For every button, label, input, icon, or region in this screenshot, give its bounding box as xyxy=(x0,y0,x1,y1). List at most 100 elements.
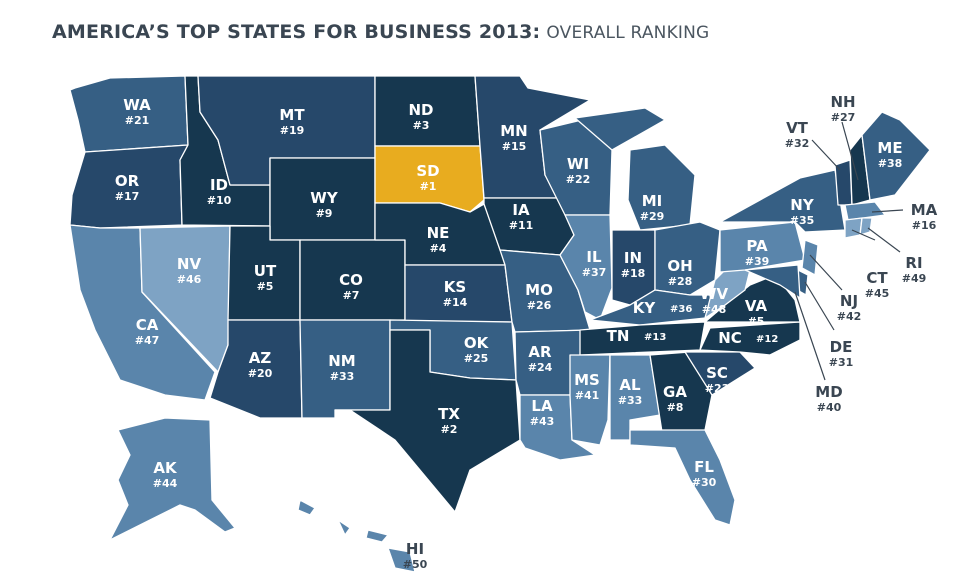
state-me[interactable] xyxy=(861,111,931,201)
state-rank-mo: #26 xyxy=(527,299,552,312)
state-nc[interactable] xyxy=(699,321,801,356)
state-abbr-hi: HI xyxy=(406,540,424,558)
state-rank-md: #40 xyxy=(817,401,842,414)
state-tn[interactable] xyxy=(579,321,706,356)
state-ma[interactable] xyxy=(844,201,886,221)
state-rank-il: #37 xyxy=(582,266,607,279)
state-rank-nm: #33 xyxy=(330,370,355,383)
leader-lines xyxy=(794,121,904,381)
state-rank-nd: #3 xyxy=(413,119,430,132)
state-label-ga: GA#8 xyxy=(663,383,687,414)
state-label-va: VA#5 xyxy=(745,297,768,328)
state-label-tx: TX#2 xyxy=(438,405,460,436)
state-ga[interactable] xyxy=(649,351,713,433)
state-abbr-ma: MA xyxy=(911,201,938,219)
state-rank-ma: #16 xyxy=(912,219,937,232)
state-abbr-nd: ND xyxy=(408,101,433,119)
state-abbr-de: DE xyxy=(830,338,853,356)
leader-md xyxy=(794,291,826,381)
state-label-nv: NV#46 xyxy=(177,255,202,286)
state-rank-nv: #46 xyxy=(177,273,202,286)
state-label-az: AZ#20 xyxy=(248,349,273,380)
state-label-mo: MO#26 xyxy=(525,281,553,312)
state-label-wv: WV#48 xyxy=(700,285,729,316)
state-label-me: ME#38 xyxy=(877,139,902,170)
state-rank-hi: #50 xyxy=(403,558,428,571)
leader-vt xyxy=(811,139,841,171)
state-abbr-sc: SC xyxy=(706,364,728,382)
state-abbr-al: AL xyxy=(619,376,641,394)
state-rank-ar: #24 xyxy=(528,361,553,374)
state-rank-mi: #29 xyxy=(640,210,665,223)
state-ri[interactable] xyxy=(859,217,873,236)
state-rank-ri: #49 xyxy=(902,272,927,285)
state-abbr-in: IN xyxy=(624,249,642,267)
state-abbr-tn: TN xyxy=(607,327,630,345)
state-rank-ca: #47 xyxy=(135,334,160,347)
state-ky[interactable] xyxy=(589,289,716,326)
state-pa[interactable] xyxy=(719,221,806,273)
state-label-sc: SC#23 xyxy=(705,364,730,395)
state-rank-nh: #27 xyxy=(831,111,856,124)
state-label-hi: HI#50 xyxy=(403,540,428,571)
state-abbr-ia: IA xyxy=(512,201,530,219)
state-abbr-nm: NM xyxy=(328,352,355,370)
state-label-oh: OH#28 xyxy=(667,257,692,288)
state-sc[interactable] xyxy=(684,351,756,396)
state-rank-sc: #23 xyxy=(705,382,730,395)
state-abbr-il: IL xyxy=(586,248,602,266)
state-label-wi: WI#22 xyxy=(566,155,591,186)
state-label-ca: CA#47 xyxy=(135,316,160,347)
state-ak[interactable] xyxy=(109,417,236,541)
state-ca[interactable] xyxy=(69,224,216,401)
state-abbr-co: CO xyxy=(339,271,363,289)
state-abbr-ut: UT xyxy=(254,262,277,280)
state-abbr-ny: NY xyxy=(790,196,815,214)
state-tx[interactable] xyxy=(334,329,521,513)
state-rank-ms: #41 xyxy=(575,389,600,402)
state-label-fl: FL#30 xyxy=(692,458,717,489)
state-abbr-oh: OH xyxy=(667,257,692,275)
state-rank-or: #17 xyxy=(115,190,140,203)
state-rank-ct: #45 xyxy=(865,287,890,300)
state-rank-al: #33 xyxy=(618,394,643,407)
state-label-ak: AK#44 xyxy=(153,459,178,490)
state-hi[interactable] xyxy=(297,499,416,573)
state-abbr-sd: SD xyxy=(416,162,439,180)
state-abbr-tx: TX xyxy=(438,405,460,423)
state-label-nh: NH#27 xyxy=(830,93,855,124)
state-rank-ak: #44 xyxy=(153,477,178,490)
state-abbr-wy: WY xyxy=(310,189,339,207)
state-rank-tx: #2 xyxy=(441,423,458,436)
state-nj[interactable] xyxy=(801,239,819,276)
state-rank-ia: #11 xyxy=(509,219,534,232)
state-rank-ok: #25 xyxy=(464,352,489,365)
state-label-mi: MI#29 xyxy=(640,192,665,223)
state-md[interactable] xyxy=(744,264,801,299)
state-rank-vt: #32 xyxy=(785,137,810,150)
state-rank-ne: #4 xyxy=(430,242,447,255)
state-abbr-wv: WV xyxy=(700,285,729,303)
state-label-ar: AR#24 xyxy=(528,343,553,374)
state-label-in: IN#18 xyxy=(621,249,646,280)
state-il[interactable] xyxy=(559,214,613,321)
state-rank-co: #7 xyxy=(343,289,360,302)
state-abbr-me: ME xyxy=(877,139,902,157)
state-label-il: IL#37 xyxy=(582,248,607,279)
state-rank-fl: #30 xyxy=(692,476,717,489)
state-abbr-ne: NE xyxy=(427,224,450,242)
state-abbr-ok: OK xyxy=(464,334,490,352)
state-abbr-nj: NJ xyxy=(840,292,858,310)
state-label-ct: CT#45 xyxy=(865,269,890,300)
state-fl[interactable] xyxy=(629,429,736,526)
state-abbr-ks: KS xyxy=(444,278,466,296)
state-rank-ga: #8 xyxy=(667,401,684,414)
state-abbr-mi: MI xyxy=(642,192,663,210)
state-label-co: CO#7 xyxy=(339,271,363,302)
state-label-ut: UT#5 xyxy=(254,262,277,293)
state-rank-tn: #13 xyxy=(644,332,666,343)
state-label-or: OR#17 xyxy=(115,172,140,203)
state-rank-mt: #19 xyxy=(280,124,305,137)
state-label-ia: IA#11 xyxy=(509,201,534,232)
